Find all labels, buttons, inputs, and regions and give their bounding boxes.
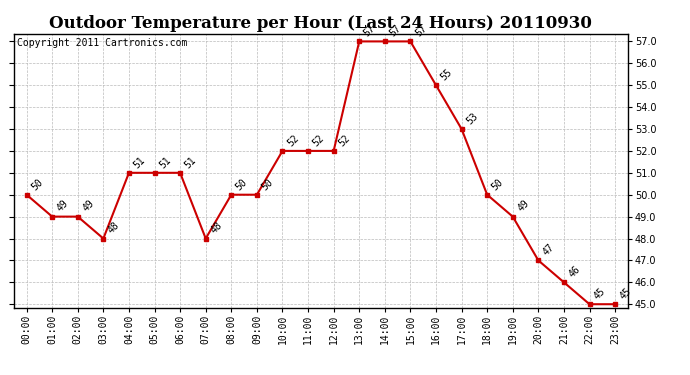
Text: 45: 45	[618, 286, 633, 302]
Title: Outdoor Temperature per Hour (Last 24 Hours) 20110930: Outdoor Temperature per Hour (Last 24 Ho…	[50, 15, 592, 32]
Text: 48: 48	[106, 220, 121, 236]
Text: 53: 53	[464, 111, 480, 126]
Text: 50: 50	[259, 177, 275, 192]
Text: 57: 57	[413, 23, 428, 39]
Text: 51: 51	[183, 154, 198, 170]
Text: 57: 57	[388, 23, 403, 39]
Text: 55: 55	[439, 67, 454, 82]
Text: 50: 50	[490, 177, 505, 192]
Text: 49: 49	[81, 198, 96, 214]
Text: 51: 51	[157, 154, 172, 170]
Text: Copyright 2011 Cartronics.com: Copyright 2011 Cartronics.com	[17, 38, 187, 48]
Text: 46: 46	[566, 264, 582, 279]
Text: 51: 51	[132, 154, 147, 170]
Text: 49: 49	[55, 198, 70, 214]
Text: 45: 45	[592, 286, 608, 302]
Text: 57: 57	[362, 23, 377, 39]
Text: 49: 49	[515, 198, 531, 214]
Text: 52: 52	[285, 133, 301, 148]
Text: 48: 48	[208, 220, 224, 236]
Text: 52: 52	[310, 133, 326, 148]
Text: 50: 50	[234, 177, 250, 192]
Text: 50: 50	[30, 177, 45, 192]
Text: 52: 52	[337, 133, 352, 148]
Text: 47: 47	[541, 242, 557, 258]
